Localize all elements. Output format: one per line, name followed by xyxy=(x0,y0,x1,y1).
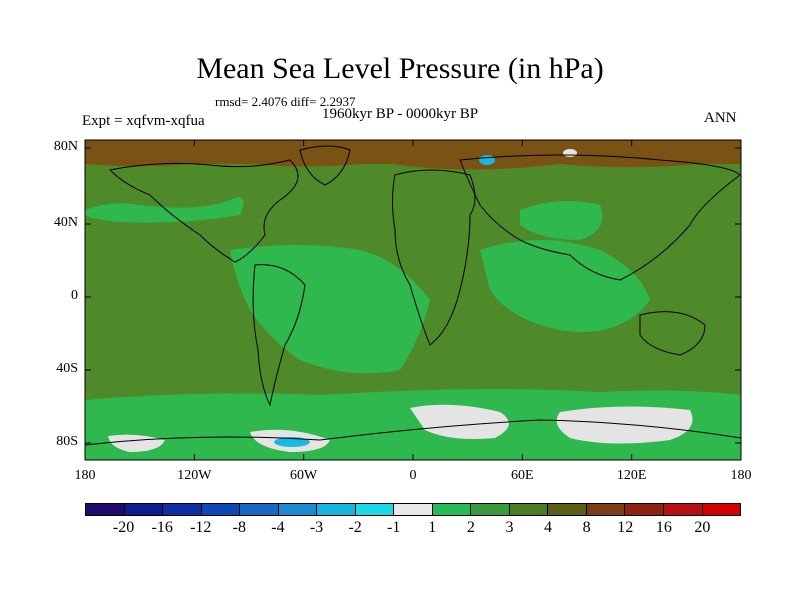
arctic-blue-spot xyxy=(479,155,495,165)
colorbar-label: 2 xyxy=(466,519,475,536)
colorbar xyxy=(85,503,741,516)
colorbar-swatch xyxy=(240,504,279,515)
southern-light-band xyxy=(85,389,741,460)
colorbar-swatch xyxy=(278,504,318,515)
greenland-coast xyxy=(299,145,351,186)
colorbar-swatch xyxy=(471,504,510,515)
colorbar-swatch xyxy=(163,504,202,515)
colorbar-label: 20 xyxy=(694,519,711,536)
antarctic-blue-low xyxy=(274,437,310,447)
map-title: Mean Sea Level Pressure (in hPa) xyxy=(196,52,604,85)
south-america-coast xyxy=(252,264,306,407)
arctic-band-edge xyxy=(85,140,741,170)
colorbar-swatch xyxy=(509,504,549,515)
colorbar-swatch xyxy=(355,504,395,515)
colorbar-label: -12 xyxy=(190,519,212,536)
colorbar-label: 16 xyxy=(655,519,672,536)
coastlines xyxy=(85,145,741,446)
colorbar-swatch xyxy=(548,504,587,515)
x-tick-label: 120E xyxy=(616,468,647,483)
colorbar-label: 4 xyxy=(544,519,553,536)
season-label: ANN xyxy=(704,110,737,126)
y-tick-marks xyxy=(85,147,741,444)
x-tick-label: 0 xyxy=(409,468,417,483)
colorbar-label: 8 xyxy=(582,519,591,536)
antarctica-coast xyxy=(85,419,741,446)
colorbar-swatch xyxy=(625,504,664,515)
y-tick-label: 40N xyxy=(53,215,78,230)
stats-line: rmsd= 2.4076 diff= 2.2937 xyxy=(215,94,356,109)
colorbar-swatch xyxy=(317,504,356,515)
colorbar-label: -8 xyxy=(232,519,247,536)
antarctic-gray-1 xyxy=(556,406,693,444)
colorbar-swatch xyxy=(124,504,164,515)
colorbar-label: 1 xyxy=(428,519,437,536)
colorbar-swatch xyxy=(394,504,433,515)
x-tick-label: 60E xyxy=(511,468,534,483)
colorbar-swatch xyxy=(432,504,472,515)
n-pacific-light xyxy=(85,197,244,223)
y-tick-label: 80N xyxy=(53,139,78,154)
period-label: 1960kyr BP - 0000kyr BP xyxy=(322,106,479,122)
y-tick-label: 0 xyxy=(71,288,78,303)
europe-africa-coast xyxy=(392,169,476,346)
asia-coast xyxy=(459,154,741,281)
colorbar-label: -16 xyxy=(151,519,173,536)
colorbar-swatch xyxy=(702,504,741,515)
colorbar-swatch xyxy=(201,504,241,515)
experiment-label: Expt = xqfvm-xqfua xyxy=(82,113,205,129)
siberia-light xyxy=(520,201,603,240)
colorbar-label: -20 xyxy=(112,519,135,536)
colorbar-swatch xyxy=(86,504,125,515)
x-tick-label: 120W xyxy=(177,468,212,483)
australia-coast xyxy=(639,311,706,356)
x-tick-marks xyxy=(84,140,742,460)
north-america-coast xyxy=(108,159,299,263)
colorbar-label: -1 xyxy=(387,519,401,536)
x-tick-label: 180 xyxy=(730,468,752,483)
atlantic-light xyxy=(230,245,430,374)
y-tick-label: 80S xyxy=(56,434,78,449)
x-tick-label: 180 xyxy=(74,468,96,483)
indian-light xyxy=(480,240,650,332)
x-tick-label: 60W xyxy=(290,468,318,483)
colorbar-label: -3 xyxy=(309,519,324,536)
colorbar-label: -4 xyxy=(271,519,285,536)
antarctic-gray-2 xyxy=(410,404,509,439)
colorbar-swatch xyxy=(586,504,626,515)
colorbar-swatch xyxy=(663,504,703,515)
colorbar-label: 12 xyxy=(617,519,634,536)
y-tick-label: 40S xyxy=(56,361,78,376)
colorbar-label: 3 xyxy=(505,519,514,536)
arctic-gray-spot xyxy=(563,149,577,157)
colorbar-label: -2 xyxy=(348,519,362,536)
